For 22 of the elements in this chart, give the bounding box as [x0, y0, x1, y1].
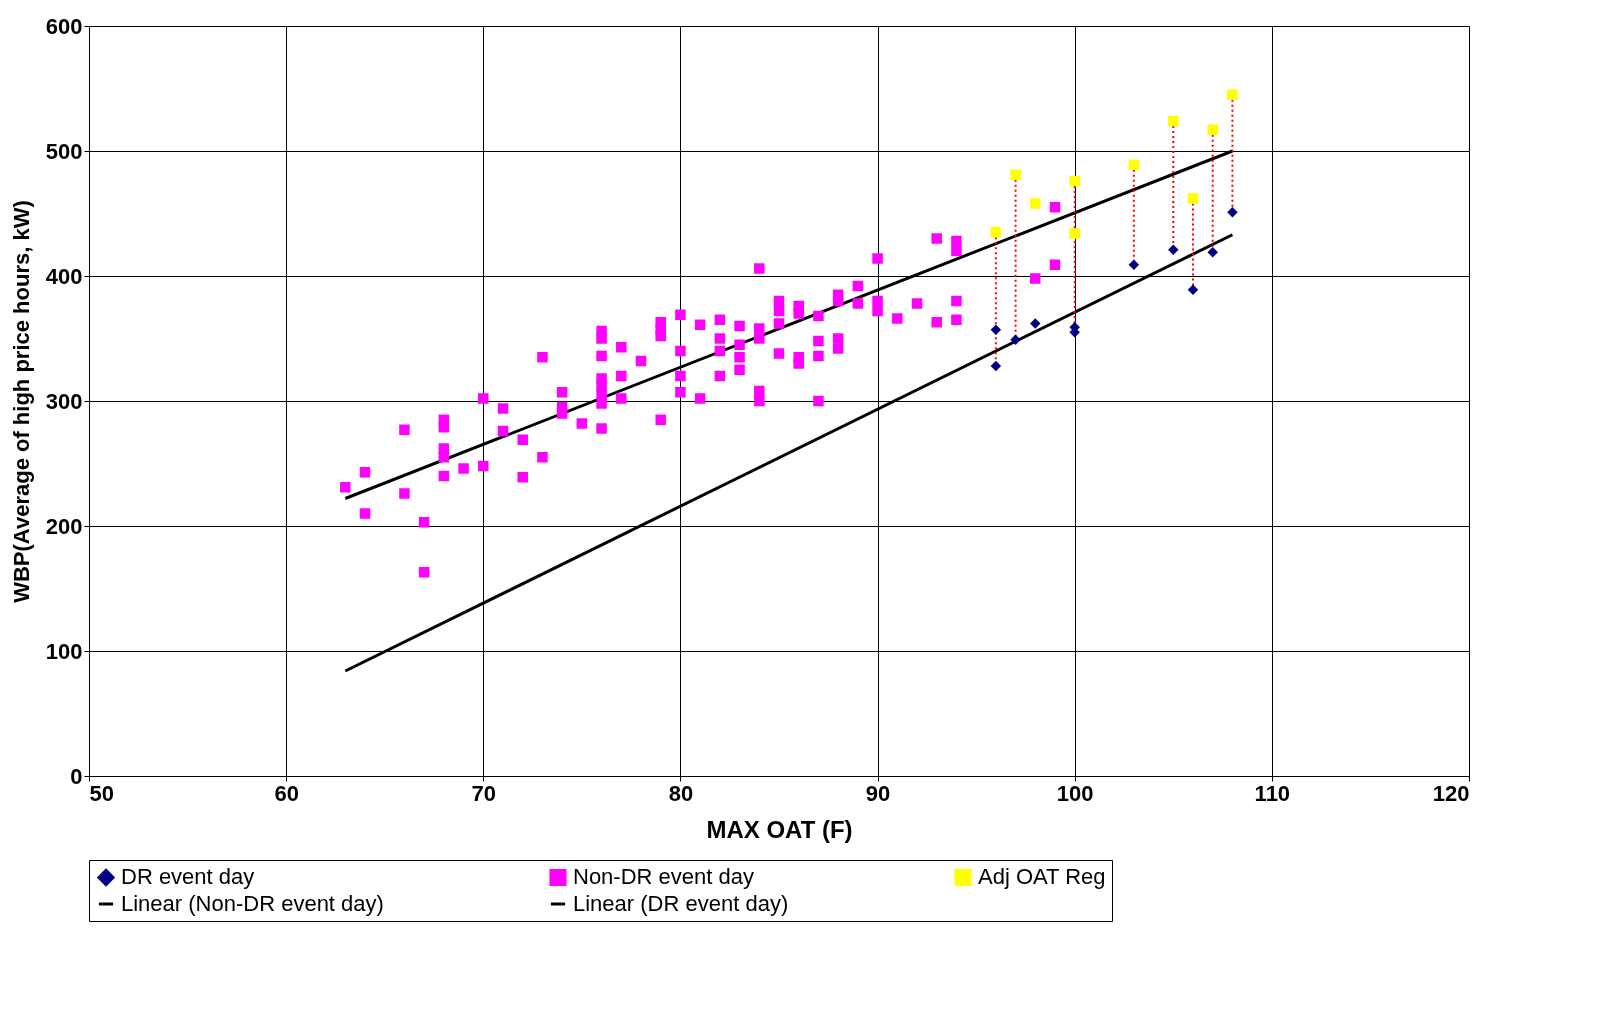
- legend-label: Linear (DR event day): [573, 891, 789, 916]
- legend-label: Adj OAT Reg: [978, 864, 1106, 890]
- x-tick-label: 60: [274, 780, 299, 806]
- x-tick-label: 90: [865, 780, 891, 806]
- legend-label: DR event day: [121, 864, 255, 890]
- x-axis-title: MAX OAT (F): [706, 815, 853, 843]
- y-axis-title: WBP(Average of high price hours, kW): [8, 200, 34, 603]
- y-tick-label: 600: [45, 13, 83, 39]
- legend-label: Linear (Non-DR event day): [121, 891, 384, 916]
- x-tick-label: 50: [89, 780, 114, 806]
- y-tick-label: 500: [45, 138, 83, 164]
- x-tick-label: 110: [1254, 780, 1291, 806]
- y-tick-label: 100: [45, 638, 83, 664]
- y-tick-label: 300: [45, 388, 83, 414]
- y-tick-label: 0: [70, 763, 83, 789]
- x-tick-label: 80: [668, 780, 694, 806]
- x-tick-label: 100: [1056, 780, 1094, 806]
- x-tick-label: 120: [1432, 780, 1470, 806]
- y-tick-label: 400: [45, 263, 83, 289]
- legend-label: Non-DR event day: [573, 864, 754, 890]
- x-tick-label: 70: [471, 780, 497, 806]
- y-tick-label: 200: [45, 513, 83, 539]
